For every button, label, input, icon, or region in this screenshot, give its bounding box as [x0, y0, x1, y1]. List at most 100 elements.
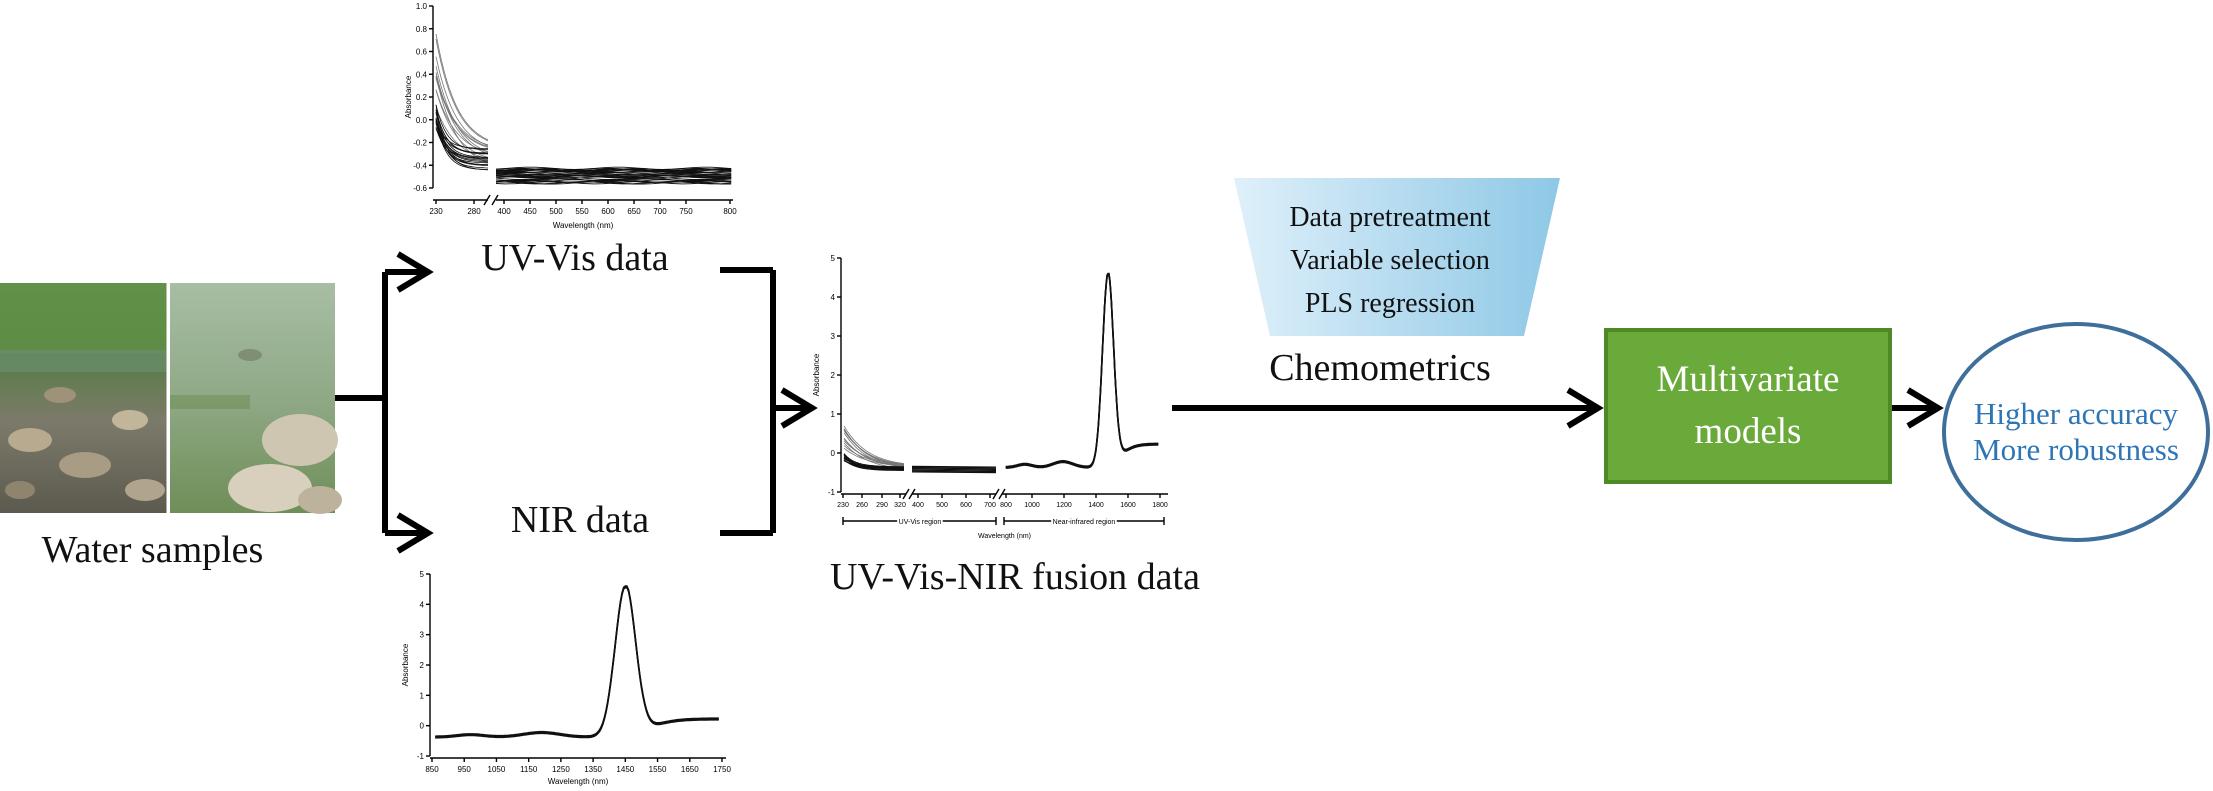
fusion-region-label-uv-vis: UV-Vis region	[899, 519, 942, 526]
fusion-spectrum-nir-part	[1005, 274, 1159, 469]
nir-ylabel: Absorbance	[401, 643, 410, 686]
fusion-spectrum-vis-part	[911, 466, 997, 469]
fusion-data-label: UV-Vis-NIR fusion data	[830, 556, 1200, 598]
step-variable-selection: Variable selection	[1290, 245, 1490, 276]
uv-vis-xtick-label: 450	[523, 207, 537, 216]
uv-vis-xtick-label: 750	[679, 207, 693, 216]
fusion-spectrum-uv-part	[843, 457, 904, 469]
uv-vis-spectrum-vis-part	[495, 174, 732, 178]
fusion-ytick-label: 5	[831, 254, 836, 263]
nir-ytick-label: 3	[420, 631, 425, 640]
uv-vis-spectra	[435, 33, 732, 185]
uv-vis-spectrum-vis-part	[495, 181, 732, 185]
uv-vis-spectrum-uv-part	[435, 123, 489, 166]
uv-vis-spectrum-uv-part	[435, 107, 489, 159]
fusion-spectrum-nir-part	[1005, 272, 1159, 468]
fusion-chart-axes	[837, 257, 1168, 525]
nir-ytick-label: 2	[420, 661, 425, 670]
fusion-xtick-label: 600	[960, 502, 972, 509]
step-data-pretreatment: Data pretreatment	[1289, 202, 1491, 233]
nir-xtick-label: 1050	[488, 765, 506, 774]
fusion-ytick-label: 3	[831, 332, 836, 341]
fusion-ytick-label: 1	[831, 410, 836, 419]
uv-vis-spectrum-uv-part	[435, 76, 489, 146]
fusion-xtick-label: 1200	[1056, 502, 1072, 509]
fusion-spectra	[843, 272, 1159, 474]
uv-vis-ytick-label: 0.6	[416, 48, 428, 57]
arrow-to-models	[1566, 387, 1604, 429]
uv-vis-xlabel: Wavelength (nm)	[553, 221, 614, 230]
uv-vis-ytick-label: -0.6	[413, 184, 427, 193]
arrow-to-outcome	[1906, 387, 1944, 429]
fusion-spectrum-uv-part	[843, 453, 904, 468]
fusion-xtick-label: 1000	[1024, 502, 1040, 509]
fusion-xtick-label: 290	[876, 502, 888, 509]
nir-xtick-label: 950	[458, 765, 472, 774]
outcome-circle-shape	[1942, 322, 2210, 542]
nir-data-label: NIR data	[510, 499, 650, 541]
water-samples-label: Water samples	[41, 529, 264, 571]
uv-vis-spectrum-uv-part	[435, 78, 489, 147]
fusion-ytick-label: 4	[831, 293, 836, 302]
nir-xtick-label: 1350	[584, 765, 602, 774]
multivariate-models-box: Multivariate models	[1604, 328, 1892, 484]
branch-connector	[335, 269, 425, 536]
uv-vis-ylabel: Absorbance	[404, 75, 413, 118]
fusion-xtick-label: 500	[936, 502, 948, 509]
uv-vis-spectrum-vis-part	[495, 171, 732, 175]
fusion-xtick-label: 320	[894, 502, 906, 509]
water-sample-photo-right	[170, 283, 342, 514]
nir-chart: 5 4 3 2 1 0 -1 Absorbance 850 950 1050 1150 1250 1350…	[401, 570, 731, 786]
model-label-line2: models	[1694, 411, 1802, 452]
fusion-spectrum-vis-part	[911, 467, 997, 470]
fusion-spectrum-uv-part	[843, 447, 905, 467]
uv-vis-xtick-label: 650	[627, 207, 641, 216]
fusion-xtick-label: 800	[1000, 502, 1012, 509]
uv-vis-ytick-label: 0.4	[416, 70, 428, 79]
uv-vis-spectrum-uv-part	[435, 119, 489, 162]
nir-ytick-label: 0	[420, 722, 425, 731]
uv-vis-spectrum-vis-part	[495, 168, 732, 172]
uv-vis-data-label: UV-Vis data	[481, 237, 669, 279]
arrow-to-uv	[396, 251, 434, 293]
nir-spectrum	[435, 586, 719, 738]
uv-vis-spectrum-vis-part	[495, 181, 732, 185]
arrow-to-fusion	[780, 387, 818, 429]
uv-vis-spectrum-vis-part	[495, 166, 732, 170]
merge-connector	[720, 267, 810, 536]
uv-vis-xtick-label: 550	[575, 207, 589, 216]
fusion-chart: 5 4 3 2 1 0 -1 Absorbance 230 260 290 320 400 500 600 7…	[812, 254, 1168, 540]
nir-xlabel: Wavelength (nm)	[548, 777, 609, 786]
water-sample-photo-left	[0, 283, 168, 513]
fusion-xtick-label: 260	[856, 502, 868, 509]
uv-vis-xtick-label: 230	[429, 207, 443, 216]
chemometrics-label: Chemometrics	[1269, 347, 1491, 389]
nir-xtick-label: 1550	[649, 765, 667, 774]
uv-vis-spectrum-uv-part	[435, 119, 489, 154]
nir-xtick-label: 1150	[520, 765, 538, 774]
uv-vis-ytick-label: -0.4	[413, 161, 427, 170]
fusion-spectrum-uv-part	[843, 445, 905, 466]
nir-xtick-label: 1450	[616, 765, 634, 774]
fusion-xtick-label: 1400	[1088, 502, 1104, 509]
outcome-circle: Higher accuracy More robustness	[1942, 323, 2210, 541]
uv-vis-xtick-label: 600	[601, 207, 615, 216]
nir-chart-axes	[426, 573, 726, 762]
uv-vis-ytick-label: 0.8	[416, 25, 428, 34]
fusion-spectrum-vis-part	[911, 470, 997, 473]
uv-vis-chart: 1.0 0.8 0.6 0.4 0.2 0.0 -0.2 -0.4 -0.6 Absorbance…	[404, 2, 737, 230]
uv-vis-spectrum-uv-part	[435, 39, 489, 142]
uv-vis-ytick-label: -0.2	[413, 139, 427, 148]
nir-xtick-label: 1750	[713, 765, 731, 774]
fusion-spectrum-uv-part	[843, 425, 905, 465]
uv-vis-spectrum-vis-part	[495, 176, 732, 180]
fusion-spectrum-vis-part	[911, 469, 997, 472]
fusion-xtick-label: 1600	[1120, 502, 1136, 509]
uv-vis-spectrum-vis-part	[495, 179, 732, 183]
fusion-xtick-label: 700	[984, 502, 996, 509]
nir-xtick-label: 1650	[681, 765, 699, 774]
uv-vis-spectrum-vis-part	[495, 170, 732, 174]
uv-vis-ytick-label: 0.2	[416, 93, 428, 102]
fusion-spectrum-uv-part	[843, 429, 905, 465]
nir-xtick-label: 850	[425, 765, 439, 774]
